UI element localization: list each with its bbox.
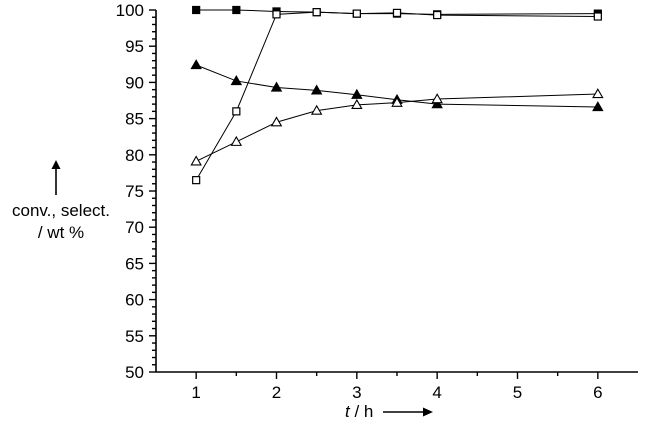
data-point-triangle-filled: [431, 98, 443, 109]
data-point-triangle-open: [391, 96, 403, 107]
y-tick-label: 70: [125, 218, 144, 237]
data-point-triangle-filled: [592, 101, 604, 112]
y-axis-label: conv., select. / wt %: [2, 200, 120, 244]
data-point-square-open: [352, 9, 361, 18]
xlabel-arrow-icon: [383, 407, 433, 417]
data-point-square-open: [312, 8, 321, 17]
data-point-square-filled: [192, 5, 201, 15]
data-point-square-filled: [232, 5, 241, 15]
data-point-triangle-open: [230, 135, 243, 146]
axes: [155, 10, 638, 373]
series-lines: [195, 9, 598, 181]
data-point-triangle-open: [431, 93, 443, 104]
data-point-triangle-open: [190, 155, 202, 166]
x-tick-label: 4: [432, 383, 441, 402]
tick-labels: 50 55 60 65 70 75 80 85 90 95 100 1 2 3 4 5 6: [116, 1, 603, 402]
data-point-triangle-open: [351, 98, 363, 109]
data-point-triangle-filled: [270, 81, 283, 92]
y-tick-label: 95: [125, 37, 144, 56]
series-line-square-open: [195, 11, 598, 181]
y-tick-label: 75: [125, 182, 144, 201]
x-tick-label: 5: [513, 383, 522, 402]
data-point-triangle-open: [310, 104, 323, 115]
y-tick-label: 50: [125, 363, 144, 382]
y-axis-label-line1: conv., select.: [12, 201, 110, 220]
data-point-triangle-filled: [351, 88, 363, 99]
ticks: [149, 9, 599, 379]
y-tick-label: 90: [125, 73, 144, 92]
y-tick-label: 65: [125, 254, 144, 273]
y-axis-label-line2: / wt %: [37, 223, 85, 242]
y-tick-label: 60: [125, 291, 144, 310]
data-point-triangle-filled: [190, 59, 202, 70]
x-axis-label-unit: / h: [354, 402, 374, 421]
data-point-square-open: [392, 8, 402, 17]
series-markers: [190, 5, 604, 185]
x-axis-label: t / h: [345, 402, 373, 422]
x-tick-label: 3: [352, 383, 361, 402]
data-point-triangle-filled: [230, 75, 243, 86]
series-line-triangle-open: [195, 93, 598, 162]
x-axis-label-var: t: [345, 402, 350, 421]
data-point-square-open: [192, 176, 201, 185]
y-tick-label: 80: [125, 146, 144, 165]
x-tick-label: 1: [191, 383, 200, 402]
ylabel-arrow-icon: [51, 160, 61, 195]
data-point-square-open: [593, 12, 602, 21]
x-tick-label: 2: [272, 383, 281, 402]
y-tick-label: 55: [125, 327, 144, 346]
data-point-square-open: [232, 107, 241, 116]
data-point-triangle-filled: [310, 84, 323, 95]
series-line-triangle-filled: [195, 64, 598, 108]
y-tick-label: 100: [116, 1, 144, 20]
data-point-square-open: [433, 10, 442, 20]
y-tick-label: 85: [125, 110, 144, 129]
data-point-triangle-open: [270, 116, 283, 127]
data-point-triangle-open: [592, 88, 604, 99]
x-tick-label: 6: [593, 383, 602, 402]
data-point-square-open: [272, 10, 281, 19]
